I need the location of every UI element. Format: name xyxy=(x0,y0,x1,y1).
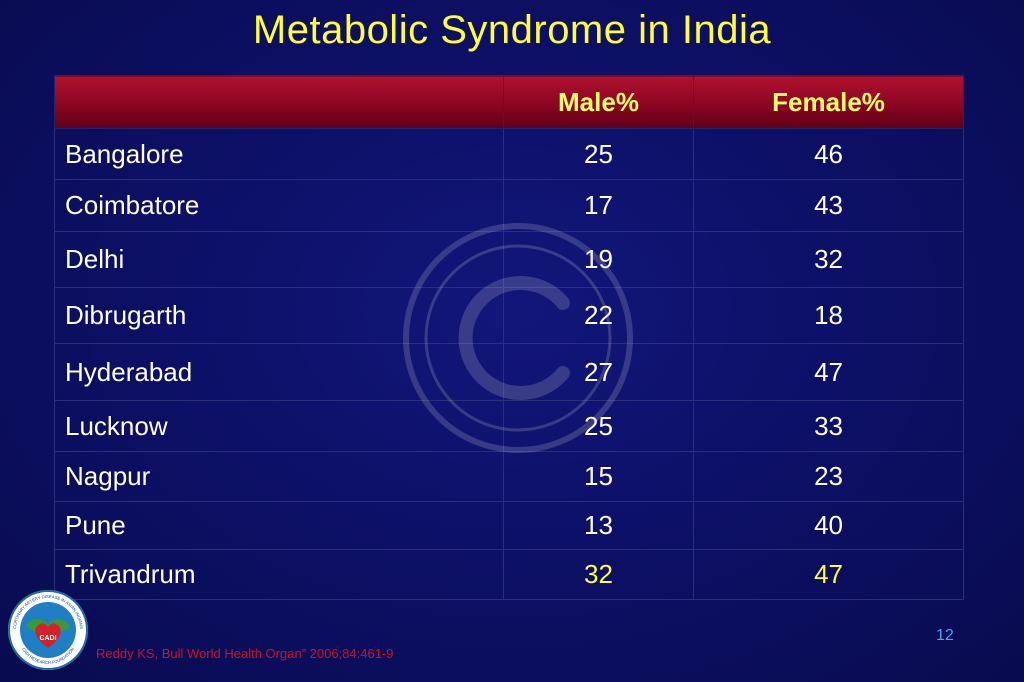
city-cell: Lucknow xyxy=(54,400,504,452)
logo-name: CADI xyxy=(39,635,56,642)
city-cell: Hyderabad xyxy=(54,343,504,401)
female-cell: 33 xyxy=(693,400,964,452)
table-row: Bangalore 25 46 xyxy=(54,128,964,180)
male-cell: 25 xyxy=(502,128,695,180)
table-row: Pune 13 40 xyxy=(54,501,964,550)
city-cell: Coimbatore xyxy=(54,179,504,232)
table-row: Delhi 19 32 xyxy=(54,231,964,288)
male-cell: 22 xyxy=(502,287,695,344)
city-cell: Pune xyxy=(54,501,504,550)
female-cell: 47 xyxy=(693,343,964,401)
female-cell: 18 xyxy=(693,287,964,344)
cadi-logo: CADI CORONARY ARTERY DISEASE IN ASIAN IN… xyxy=(8,590,88,670)
female-cell: 46 xyxy=(693,128,964,180)
female-cell: 23 xyxy=(693,451,964,502)
table-row: Hyderabad 27 47 xyxy=(54,343,964,401)
table-row: Lucknow 25 33 xyxy=(54,400,964,452)
city-cell: Nagpur xyxy=(54,451,504,502)
table-row: Nagpur 15 23 xyxy=(54,451,964,502)
city-cell: Dibrugarth xyxy=(54,287,504,344)
male-cell-highlight: 32 xyxy=(502,549,695,600)
slide-title: Metabolic Syndrome in India xyxy=(252,8,772,52)
female-cell: 40 xyxy=(693,501,964,550)
metabolic-syndrome-table: Male% Female% Bangalore 25 46 Coimbatore… xyxy=(54,75,964,600)
male-cell: 13 xyxy=(502,501,695,550)
female-cell: 43 xyxy=(693,179,964,232)
male-cell: 27 xyxy=(502,343,695,401)
city-cell: Bangalore xyxy=(54,128,504,180)
header-city xyxy=(54,75,504,129)
table-row: Dibrugarth 22 18 xyxy=(54,287,964,344)
citation: Reddy KS, Bull World Health Organ” 2006;… xyxy=(96,646,394,661)
table-row: Coimbatore 17 43 xyxy=(54,179,964,232)
female-cell: 32 xyxy=(693,231,964,288)
male-cell: 25 xyxy=(502,400,695,452)
male-cell: 19 xyxy=(502,231,695,288)
male-cell: 17 xyxy=(502,179,695,232)
female-cell-highlight: 47 xyxy=(693,549,964,600)
male-cell: 15 xyxy=(502,451,695,502)
city-cell: Delhi xyxy=(54,231,504,288)
header-female: Female% xyxy=(693,75,964,129)
city-cell: Trivandrum xyxy=(54,549,504,600)
table-row: Trivandrum 32 47 xyxy=(54,549,964,600)
table-header-row: Male% Female% xyxy=(54,75,964,129)
header-male: Male% xyxy=(502,75,695,129)
page-number: 12 xyxy=(936,627,954,644)
